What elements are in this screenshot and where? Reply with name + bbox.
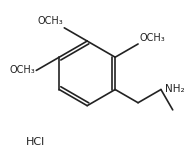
Text: OCH₃: OCH₃ bbox=[140, 32, 165, 43]
Text: OCH₃: OCH₃ bbox=[37, 16, 63, 26]
Text: NH₂: NH₂ bbox=[165, 84, 184, 94]
Text: OCH₃: OCH₃ bbox=[9, 65, 35, 75]
Text: HCl: HCl bbox=[26, 137, 45, 147]
